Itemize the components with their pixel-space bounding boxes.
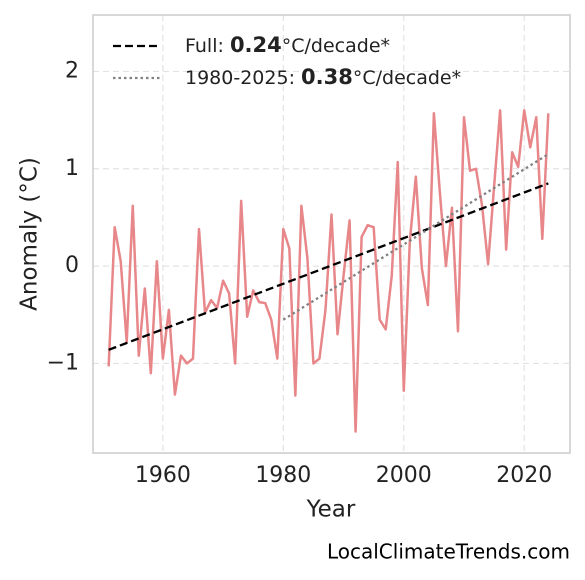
x-tick-label: 2020	[496, 463, 552, 488]
credit: LocalClimateTrends.com	[327, 540, 570, 564]
y-tick-label: −1	[47, 350, 79, 375]
legend-text: °C/decade*	[282, 35, 390, 57]
x-tick-label: 1960	[135, 463, 191, 488]
x-tick-label: 2000	[376, 463, 432, 488]
x-tick-label: 1980	[255, 463, 311, 488]
legend-label: 1980-2025: 0.38°C/decade*	[185, 65, 461, 89]
y-tick-label: 1	[65, 156, 79, 181]
legend-text: 0.24	[230, 33, 282, 57]
y-tick-label: 0	[65, 253, 79, 278]
legend-text: °C/decade*	[353, 67, 461, 89]
legend-text: 1980-2025:	[185, 67, 301, 89]
legend-label: Full: 0.24°C/decade*	[185, 33, 390, 57]
plot-frame	[92, 14, 571, 454]
line-series	[108, 182, 549, 351]
legend-text: Full:	[185, 35, 230, 57]
x-axis-label: Year	[306, 497, 356, 523]
legend-text: 0.38	[301, 65, 353, 89]
y-axis-label: Anomaly (°C)	[17, 157, 43, 311]
line-series	[107, 109, 550, 433]
y-tick-label: 2	[65, 58, 79, 83]
line-series	[282, 153, 549, 321]
